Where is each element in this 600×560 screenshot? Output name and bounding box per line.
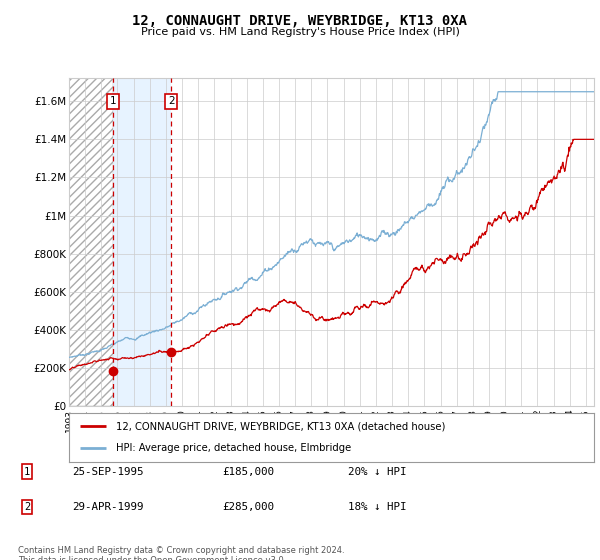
Bar xyxy=(113,78,171,406)
Text: 12, CONNAUGHT DRIVE, WEYBRIDGE, KT13 0XA: 12, CONNAUGHT DRIVE, WEYBRIDGE, KT13 0XA xyxy=(133,14,467,28)
Text: 2: 2 xyxy=(24,502,30,512)
Text: 29-APR-1999: 29-APR-1999 xyxy=(72,502,143,512)
Text: 2: 2 xyxy=(168,96,175,106)
Text: Price paid vs. HM Land Registry's House Price Index (HPI): Price paid vs. HM Land Registry's House … xyxy=(140,27,460,38)
Text: £185,000: £185,000 xyxy=(222,466,274,477)
Text: HPI: Average price, detached house, Elmbridge: HPI: Average price, detached house, Elmb… xyxy=(116,443,352,453)
Text: 20% ↓ HPI: 20% ↓ HPI xyxy=(348,466,407,477)
Text: 25-SEP-1995: 25-SEP-1995 xyxy=(72,466,143,477)
Text: £285,000: £285,000 xyxy=(222,502,274,512)
Bar xyxy=(69,78,113,406)
Text: 12, CONNAUGHT DRIVE, WEYBRIDGE, KT13 0XA (detached house): 12, CONNAUGHT DRIVE, WEYBRIDGE, KT13 0XA… xyxy=(116,421,446,431)
Text: 1: 1 xyxy=(24,466,30,477)
Text: 18% ↓ HPI: 18% ↓ HPI xyxy=(348,502,407,512)
Text: Contains HM Land Registry data © Crown copyright and database right 2024.
This d: Contains HM Land Registry data © Crown c… xyxy=(18,546,344,560)
Text: 1: 1 xyxy=(110,96,116,106)
